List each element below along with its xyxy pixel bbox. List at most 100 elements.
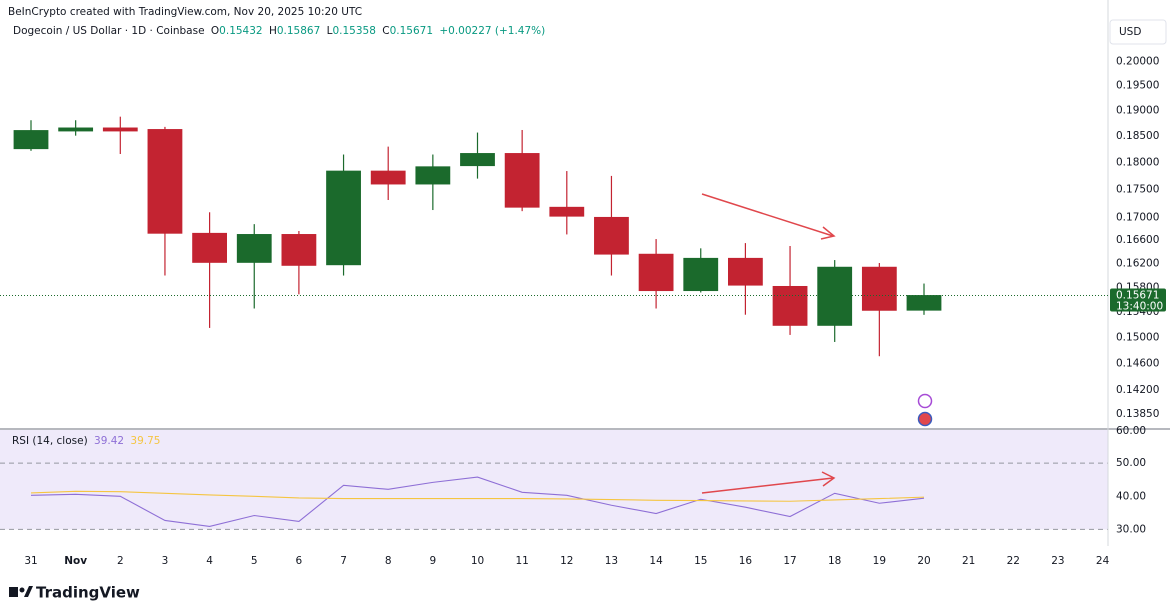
x-tick-label: 3	[162, 555, 169, 567]
candle-body	[728, 257, 763, 286]
candle-body	[683, 257, 719, 292]
x-tick-label: 6	[296, 555, 303, 567]
legend: Dogecoin / US Dollar · 1D · Coinbase O0.…	[13, 25, 545, 37]
candle-body	[504, 153, 540, 208]
x-tick-label: 17	[783, 555, 796, 567]
x-tick-label: Nov	[64, 555, 87, 567]
x-tick-label: 18	[828, 555, 841, 567]
rsi-legend: RSI (14, close) 39.42 39.75	[12, 435, 160, 447]
brand: TradingView	[9, 584, 140, 602]
candle-body	[861, 266, 897, 311]
rsi-title: RSI (14, close)	[12, 435, 88, 447]
last-price-label: 0.15671	[1116, 289, 1159, 301]
brand-name: TradingView	[36, 584, 140, 602]
ohlc-label: L	[327, 25, 333, 37]
candle-body	[13, 130, 49, 150]
candle-body	[460, 153, 495, 167]
y-tick-label: 0.18500	[1116, 130, 1159, 142]
y-tick-label: 0.20000	[1116, 55, 1159, 67]
x-tick-label: 2	[117, 555, 124, 567]
x-tick-label: 14	[649, 555, 663, 567]
currency-box	[1109, 19, 1167, 45]
x-tick-label: 11	[515, 555, 528, 567]
x-tick-label: 24	[1096, 555, 1110, 567]
rsi-line	[30, 490, 925, 502]
x-tick-label: 4	[206, 555, 213, 567]
x-tick-label: 10	[471, 555, 484, 567]
candle-body	[147, 129, 183, 234]
credit: BeInCrypto created with TradingView.com,…	[8, 6, 362, 18]
rsi-line	[30, 476, 925, 528]
candle-body	[415, 166, 451, 185]
y-tick-label: 0.17000	[1116, 211, 1159, 223]
ohlc-label: C	[382, 25, 389, 37]
rsi-tick-label: 30.00	[1116, 523, 1146, 535]
logo-part	[9, 587, 18, 597]
y-tick-label: 0.16600	[1116, 234, 1159, 246]
rsi-tick-label: 50.00	[1116, 457, 1146, 469]
candle-body	[236, 234, 272, 263]
arrow-head	[821, 471, 836, 487]
x-tick-label: 5	[251, 555, 258, 567]
x-tick-label: 22	[1007, 555, 1020, 567]
candle-body	[772, 285, 808, 326]
rsi-tick-label: 40.00	[1116, 490, 1146, 502]
candle-body	[638, 253, 674, 292]
arrow-head	[820, 226, 836, 240]
rsi-value: 39.42	[94, 435, 124, 447]
rsi-tick-label: 60.00	[1116, 425, 1146, 437]
y-tick-label: 0.15000	[1116, 331, 1159, 343]
plot	[0, 116, 1108, 528]
candle-body	[102, 127, 138, 132]
candle-body	[906, 295, 942, 311]
x-tick-label: 16	[739, 555, 753, 567]
rsi-band	[0, 430, 1108, 530]
symbol-title: Dogecoin / US Dollar · 1D · Coinbase	[13, 25, 205, 37]
candle-body	[370, 170, 406, 185]
currency: USD	[1119, 26, 1141, 38]
flag-icon[interactable]	[917, 411, 933, 427]
x-tick-label: 13	[605, 555, 618, 567]
trend-arrow	[701, 477, 834, 494]
x-tick-label: 15	[694, 555, 707, 567]
x-tick-label: 9	[430, 555, 437, 567]
close-value: 0.15671	[390, 25, 433, 37]
ohlc-label: H	[269, 25, 277, 37]
rsi-background	[0, 430, 1108, 530]
candle-body	[58, 127, 94, 132]
annotations	[701, 193, 933, 494]
countdown: 13:40:00	[1116, 300, 1163, 312]
logo-part	[19, 587, 25, 593]
candle-body	[549, 206, 585, 217]
x-tick-label: 19	[873, 555, 886, 567]
low-value: 0.15358	[332, 25, 375, 37]
logo-part	[24, 586, 33, 597]
y-tick-label: 0.14600	[1116, 357, 1159, 369]
change: +0.00227 (+1.47%)	[439, 25, 545, 37]
candle-body	[192, 232, 228, 263]
event-icon[interactable]	[917, 393, 933, 409]
y-tick-label: 0.13850	[1116, 408, 1159, 420]
trend-arrow	[701, 193, 834, 237]
y-tick-label: 0.16200	[1116, 258, 1159, 270]
x-tick-label: 7	[340, 555, 347, 567]
candle-body	[817, 266, 853, 326]
x-tick-label: 8	[385, 555, 392, 567]
open-value: 0.15432	[219, 25, 262, 37]
ohlc-label: O	[211, 25, 219, 37]
high-value: 0.15867	[277, 25, 320, 37]
candle-body	[594, 216, 629, 255]
x-tick-label: 21	[962, 555, 975, 567]
x-tick-label: 12	[560, 555, 573, 567]
y-tick-label: 0.18000	[1116, 156, 1159, 168]
y-tick-label: 0.17500	[1116, 184, 1159, 196]
candle-body	[281, 234, 317, 266]
rsi-ma-value: 39.75	[130, 435, 160, 447]
x-tick-label: 23	[1051, 555, 1064, 567]
last-price-box	[1110, 288, 1166, 312]
x-tick-label: 31	[24, 555, 37, 567]
candle-body	[326, 170, 361, 266]
y-tick-label: 0.19000	[1116, 105, 1159, 117]
y-tick-label: 0.14200	[1116, 384, 1159, 396]
